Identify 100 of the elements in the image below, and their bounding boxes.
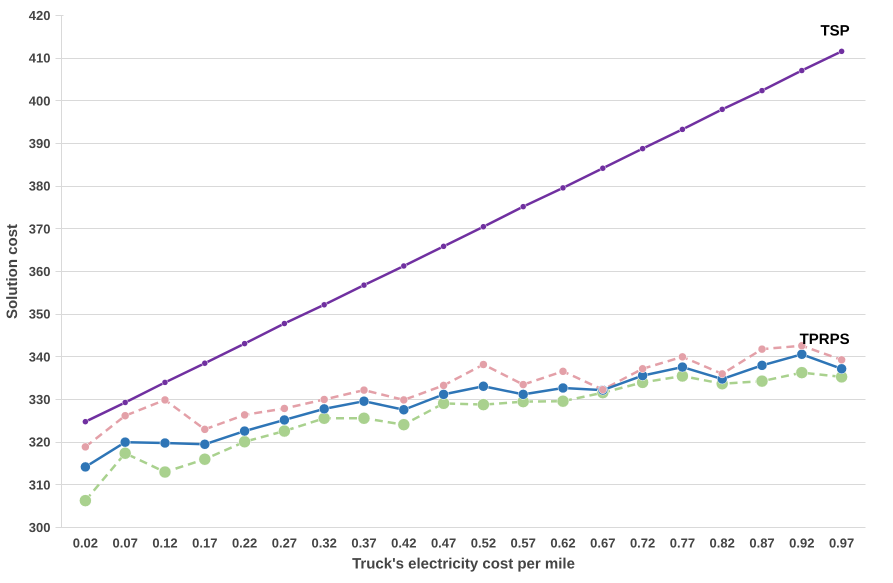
point xyxy=(358,396,370,406)
point xyxy=(477,398,490,411)
x-tick-label: 0.67 xyxy=(590,536,616,550)
point xyxy=(118,447,132,460)
point xyxy=(560,184,566,192)
point xyxy=(200,439,210,450)
point xyxy=(518,389,528,400)
point xyxy=(520,203,526,210)
point xyxy=(679,126,686,133)
x-tick-label: 0.97 xyxy=(828,536,854,550)
point xyxy=(638,364,647,374)
point xyxy=(398,404,410,415)
point xyxy=(398,418,410,431)
point xyxy=(556,394,570,408)
point xyxy=(756,374,768,388)
y-tick-label: 380 xyxy=(28,178,51,194)
point xyxy=(320,302,328,308)
point xyxy=(202,360,208,366)
x-tick-label: 0.82 xyxy=(710,536,735,550)
point xyxy=(639,145,646,152)
point xyxy=(479,360,488,369)
point xyxy=(241,340,248,347)
point xyxy=(240,410,249,420)
y-axis-title: Solution cost xyxy=(4,224,21,319)
point xyxy=(836,364,847,374)
point xyxy=(81,442,90,452)
point xyxy=(400,396,408,404)
point xyxy=(677,362,688,372)
point xyxy=(480,223,487,230)
point xyxy=(79,494,92,507)
point xyxy=(281,320,288,327)
x-tick-label: 0.92 xyxy=(789,536,814,550)
point xyxy=(558,382,568,394)
point xyxy=(279,414,290,426)
point xyxy=(198,452,212,466)
x-tick-label: 0.12 xyxy=(152,536,178,550)
point xyxy=(80,462,91,472)
point xyxy=(558,367,568,376)
point xyxy=(162,379,168,386)
x-tick-label: 0.32 xyxy=(312,536,337,550)
point xyxy=(200,425,210,434)
y-tick-label: 390 xyxy=(28,136,51,151)
point xyxy=(518,380,528,389)
y-tick-label: 350 xyxy=(28,306,51,322)
point xyxy=(120,436,130,448)
x-tick-label: 0.52 xyxy=(470,536,496,550)
point xyxy=(838,48,845,55)
point xyxy=(158,466,172,478)
point xyxy=(160,396,170,404)
point xyxy=(798,67,806,74)
y-tick-label: 340 xyxy=(28,349,51,364)
point xyxy=(400,262,408,270)
x-tick-label: 0.07 xyxy=(112,536,138,550)
x-tick-label: 0.02 xyxy=(72,536,98,550)
y-tick-label: 320 xyxy=(28,434,51,450)
point xyxy=(280,404,289,413)
point xyxy=(678,352,687,362)
point xyxy=(796,349,808,360)
x-tick-label: 0.62 xyxy=(550,536,576,550)
x-tick-label: 0.27 xyxy=(272,536,298,550)
point xyxy=(278,424,291,438)
point xyxy=(160,438,170,448)
y-tick-label: 410 xyxy=(28,50,51,66)
point xyxy=(440,243,447,250)
x-axis-title: Truck's electricity cost per mile xyxy=(352,556,575,572)
point xyxy=(439,381,448,390)
point xyxy=(718,106,726,113)
point xyxy=(600,165,606,172)
series-label: TSP xyxy=(820,22,850,40)
point xyxy=(796,366,808,379)
x-tick-label: 0.37 xyxy=(351,536,377,550)
y-tick-label: 400 xyxy=(28,93,51,108)
point xyxy=(318,412,330,425)
point xyxy=(837,356,846,364)
point xyxy=(360,282,368,288)
x-tick-label: 0.77 xyxy=(670,536,696,550)
point xyxy=(360,386,368,394)
point xyxy=(238,436,251,448)
y-tick-label: 310 xyxy=(28,477,51,492)
point xyxy=(438,389,449,400)
x-tick-label: 0.42 xyxy=(391,536,416,550)
x-tick-label: 0.57 xyxy=(510,536,536,550)
point xyxy=(756,360,768,371)
y-tick-label: 330 xyxy=(28,392,51,407)
x-tick-label: 0.17 xyxy=(192,536,218,550)
point xyxy=(718,370,726,378)
point xyxy=(758,344,766,354)
y-tick-label: 370 xyxy=(28,221,51,236)
y-tick-label: 360 xyxy=(28,264,51,279)
point xyxy=(239,426,250,436)
point xyxy=(437,397,450,410)
x-tick-label: 0.22 xyxy=(232,536,258,550)
point xyxy=(318,404,330,414)
x-tick-label: 0.47 xyxy=(430,536,456,550)
point xyxy=(120,411,130,420)
point xyxy=(478,381,489,392)
point xyxy=(358,412,370,425)
y-tick-label: 420 xyxy=(28,8,51,23)
point xyxy=(122,399,128,406)
point xyxy=(82,418,89,425)
